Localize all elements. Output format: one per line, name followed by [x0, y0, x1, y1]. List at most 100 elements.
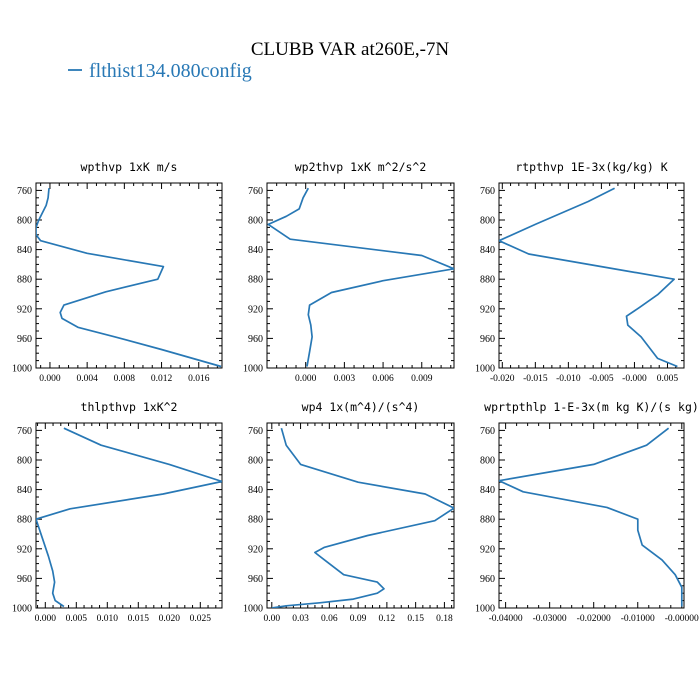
figure-title: CLUBB VAR at260E,-7N	[251, 39, 450, 60]
y-tick-label: 760	[17, 426, 32, 437]
x-tick-label: 0.005	[66, 614, 88, 624]
y-tick-label: 760	[480, 426, 495, 437]
y-tick-label: 800	[17, 456, 32, 467]
y-tick-label: 840	[17, 245, 32, 256]
x-tick-label: 0.010	[97, 614, 119, 624]
y-tick-label: 960	[17, 334, 32, 345]
y-tick-label: 1000	[243, 364, 263, 375]
y-tick-label: 880	[248, 515, 263, 526]
panel-title: wp2thvp 1xK m^2/s^2	[295, 160, 427, 174]
y-tick-label: 920	[17, 544, 32, 555]
x-tick-label: -0.015	[523, 374, 548, 384]
x-tick-label: 0.000	[39, 374, 61, 384]
x-tick-label: 0.009	[411, 374, 433, 384]
y-tick-label: 800	[480, 216, 495, 227]
panel-title: rtpthvp 1E-3x(kg/kg) K	[515, 160, 667, 174]
panel-3: rtpthvp 1E-3x(kg/kg) K 760 800 840 880 920 960…	[475, 160, 685, 384]
x-tick-label: 0.015	[128, 614, 150, 624]
y-tick-label: 800	[248, 456, 263, 467]
x-tick-label: -0.020	[490, 374, 515, 384]
y-tick-label: 800	[480, 456, 495, 467]
x-tick-label: 0.006	[372, 374, 394, 384]
y-tick-label: 960	[480, 574, 495, 585]
panel-4: thlpthvp 1xK^276080084088092096010000.00…	[12, 400, 223, 624]
y-tick-label: 880	[480, 275, 495, 286]
y-tick-label: 960	[248, 574, 263, 585]
x-tick-label: -0.010	[556, 374, 581, 384]
x-tick-label: 0.005	[657, 374, 679, 384]
legend-label: flthist134.080config	[89, 60, 252, 82]
y-tick-label: 960	[17, 574, 32, 585]
y-tick-label: 1000	[475, 364, 495, 375]
x-tick-label: -0.03000	[533, 614, 567, 624]
y-tick-label: 800	[248, 216, 263, 227]
panel-frame	[35, 422, 223, 609]
y-tick-label: 1000	[475, 604, 495, 615]
x-tick-label: 0.18	[436, 614, 453, 624]
panel-title: thlpthvp 1xK^2	[81, 400, 178, 414]
x-tick-label: -0.000	[622, 374, 647, 384]
x-tick-label: -0.005	[589, 374, 614, 384]
x-tick-label: 0.12	[379, 614, 396, 624]
y-tick-label: 920	[480, 544, 495, 555]
y-tick-label: 760	[17, 186, 32, 197]
panel-frame	[35, 182, 223, 369]
y-tick-label: 800	[17, 216, 32, 227]
panel-1: wpthvp 1xK m/s 760 800 840 880 920 960 1000 0.00…	[12, 160, 223, 384]
y-tick-label: 880	[17, 275, 32, 286]
panel-5: wp4 1x(m^4)/(s^4)76080084088092096010000…	[243, 400, 455, 624]
series-line	[36, 427, 222, 608]
panel-title: wprtpthlp 1-E-3x(m kg K)/(s kg)	[484, 400, 699, 414]
y-tick-label: 920	[248, 304, 263, 315]
series-line	[271, 427, 454, 608]
y-tick-label: 880	[17, 515, 32, 526]
y-tick-label: 1000	[12, 364, 32, 375]
y-tick-label: 840	[480, 485, 495, 496]
y-tick-label: 840	[248, 485, 263, 496]
x-tick-label: 0.15	[407, 614, 424, 624]
x-tick-label: 0.012	[151, 374, 173, 384]
y-tick-label: 920	[480, 304, 495, 315]
y-tick-label: 840	[248, 245, 263, 256]
y-tick-label: 880	[248, 275, 263, 286]
panels: wpthvp 1xK m/s76080084088092096010000.00…	[12, 160, 699, 624]
x-tick-label: 0.004	[76, 374, 98, 384]
figure-legend: flthist134.080config	[68, 60, 252, 82]
x-tick-label: -0.04000	[489, 614, 523, 624]
x-tick-label: 0.06	[321, 614, 338, 624]
x-tick-label: -0.01000	[621, 614, 655, 624]
panel-6: wprtpthlp 1-E-3x(m kg K)/(s kg) 760 800 840…	[475, 400, 699, 624]
panel-title: wp4 1x(m^4)/(s^4)	[302, 400, 420, 414]
x-tick-label: 0.03	[292, 614, 309, 624]
y-tick-label: 760	[248, 186, 263, 197]
y-tick-label: 960	[480, 334, 495, 345]
panel-frame	[266, 182, 455, 369]
y-tick-label: 960	[248, 334, 263, 345]
x-tick-label: -0.00000	[665, 614, 699, 624]
series-line	[36, 188, 222, 368]
y-tick-label: 920	[248, 544, 263, 555]
y-tick-label: 880	[480, 515, 495, 526]
x-tick-label: 0.000	[295, 374, 317, 384]
panel-frame	[498, 182, 685, 369]
panel-2: wp2thvp 1xK m^2/s^2 760 800 840 880 920 960 100…	[243, 160, 455, 384]
y-tick-label: 1000	[243, 604, 263, 615]
y-tick-label: 920	[17, 304, 32, 315]
y-tick-label: 760	[248, 426, 263, 437]
series-line	[499, 187, 678, 368]
y-tick-label: 840	[480, 245, 495, 256]
series-line	[267, 187, 454, 367]
y-tick-label: 1000	[12, 604, 32, 615]
x-tick-label: 0.025	[190, 614, 212, 624]
x-tick-label: 0.003	[334, 374, 356, 384]
x-tick-label: 0.020	[159, 614, 181, 624]
x-tick-label: 0.008	[114, 374, 136, 384]
x-tick-label: 0.016	[188, 374, 210, 384]
x-tick-label: 0.09	[350, 614, 367, 624]
panel-title: wpthvp 1xK m/s	[81, 160, 178, 174]
x-tick-label: 0.00	[263, 614, 280, 624]
panel-frame	[498, 422, 685, 609]
x-tick-label: 0.000	[35, 614, 57, 624]
series-line	[499, 427, 683, 607]
x-tick-label: -0.02000	[577, 614, 611, 624]
